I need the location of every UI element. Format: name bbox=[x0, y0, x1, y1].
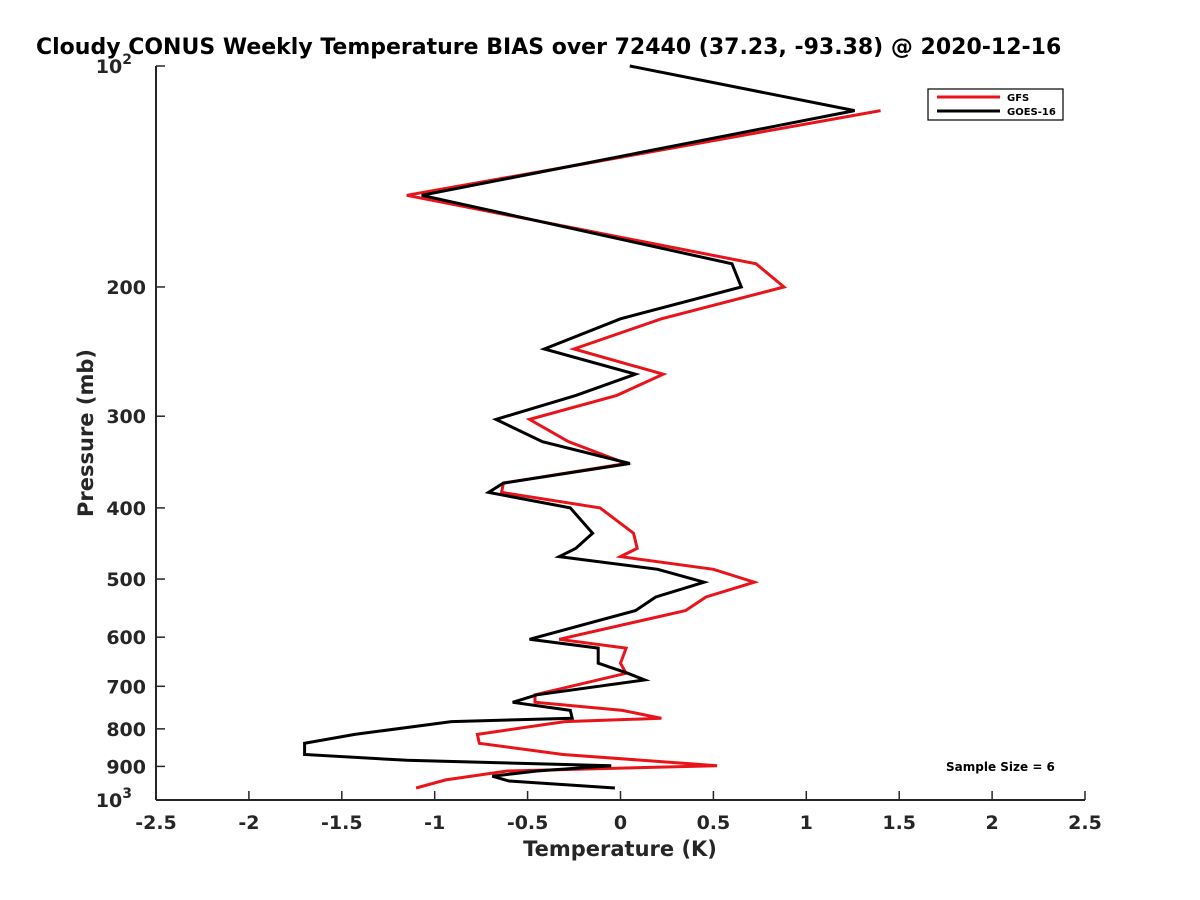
series-layer bbox=[303, 64, 881, 790]
series-line-goes16 bbox=[303, 64, 855, 790]
x-tick-label: -1 bbox=[424, 812, 445, 834]
y-tick-label: 800 bbox=[106, 719, 146, 741]
sample-size-annotation: Sample Size = 6 bbox=[946, 760, 1055, 774]
y-tick-base: 300 bbox=[106, 406, 146, 428]
y-tick-label: 500 bbox=[106, 569, 146, 591]
x-tick-label: 0.5 bbox=[697, 812, 731, 834]
legend: GFS GOES-16 bbox=[927, 88, 1064, 121]
legend-label-gfs: GFS bbox=[1007, 93, 1029, 104]
x-tick-label: -2 bbox=[238, 812, 259, 834]
x-tick-label: 2 bbox=[985, 812, 998, 834]
x-axis-label: Temperature (K) bbox=[523, 837, 717, 861]
x-axis-ticks: -2.5 -2 -1.5 -1 -0.5 0 0.5 1 1.5 2 2.5 bbox=[135, 791, 1102, 834]
y-tick-label: 700 bbox=[106, 676, 146, 698]
y-tick-label: 400 bbox=[106, 498, 146, 520]
y-tick-label: 102 bbox=[96, 52, 132, 78]
series-line-gfs bbox=[406, 109, 881, 790]
y-tick-exponent: 3 bbox=[122, 786, 132, 802]
y-tick-base: 10 bbox=[96, 790, 122, 812]
y-axis-label: Pressure (mb) bbox=[74, 349, 98, 517]
y-tick-label: 900 bbox=[106, 756, 146, 778]
y-tick-base: 500 bbox=[106, 569, 146, 591]
y-tick-base: 400 bbox=[106, 498, 146, 520]
x-tick-label: 1.5 bbox=[882, 812, 916, 834]
y-tick-base: 700 bbox=[106, 676, 146, 698]
plot-area: -2.5 -2 -1.5 -1 -0.5 0 0.5 1 1.5 2 2.5 10220030040… bbox=[96, 52, 1102, 834]
y-tick-base: 900 bbox=[106, 756, 146, 778]
legend-label-goes16: GOES-16 bbox=[1007, 107, 1056, 118]
y-tick-base: 600 bbox=[106, 627, 146, 649]
y-tick-label: 103 bbox=[96, 786, 132, 812]
y-tick-base: 800 bbox=[106, 719, 146, 741]
x-tick-label: 0 bbox=[614, 812, 627, 834]
y-tick-base: 10 bbox=[96, 56, 122, 78]
x-tick-label: -2.5 bbox=[135, 812, 177, 834]
y-tick-base: 200 bbox=[106, 277, 146, 299]
x-tick-label: 2.5 bbox=[1068, 812, 1102, 834]
y-tick-label: 600 bbox=[106, 627, 146, 649]
y-tick-label: 300 bbox=[106, 406, 146, 428]
y-tick-exponent: 2 bbox=[122, 52, 132, 68]
chart-title: Cloudy CONUS Weekly Temperature BIAS ove… bbox=[36, 35, 1061, 60]
x-tick-label: 1 bbox=[800, 812, 813, 834]
x-tick-label: -0.5 bbox=[507, 812, 549, 834]
y-tick-label: 200 bbox=[106, 277, 146, 299]
x-tick-label: -1.5 bbox=[321, 812, 363, 834]
legend-box bbox=[927, 88, 1064, 121]
